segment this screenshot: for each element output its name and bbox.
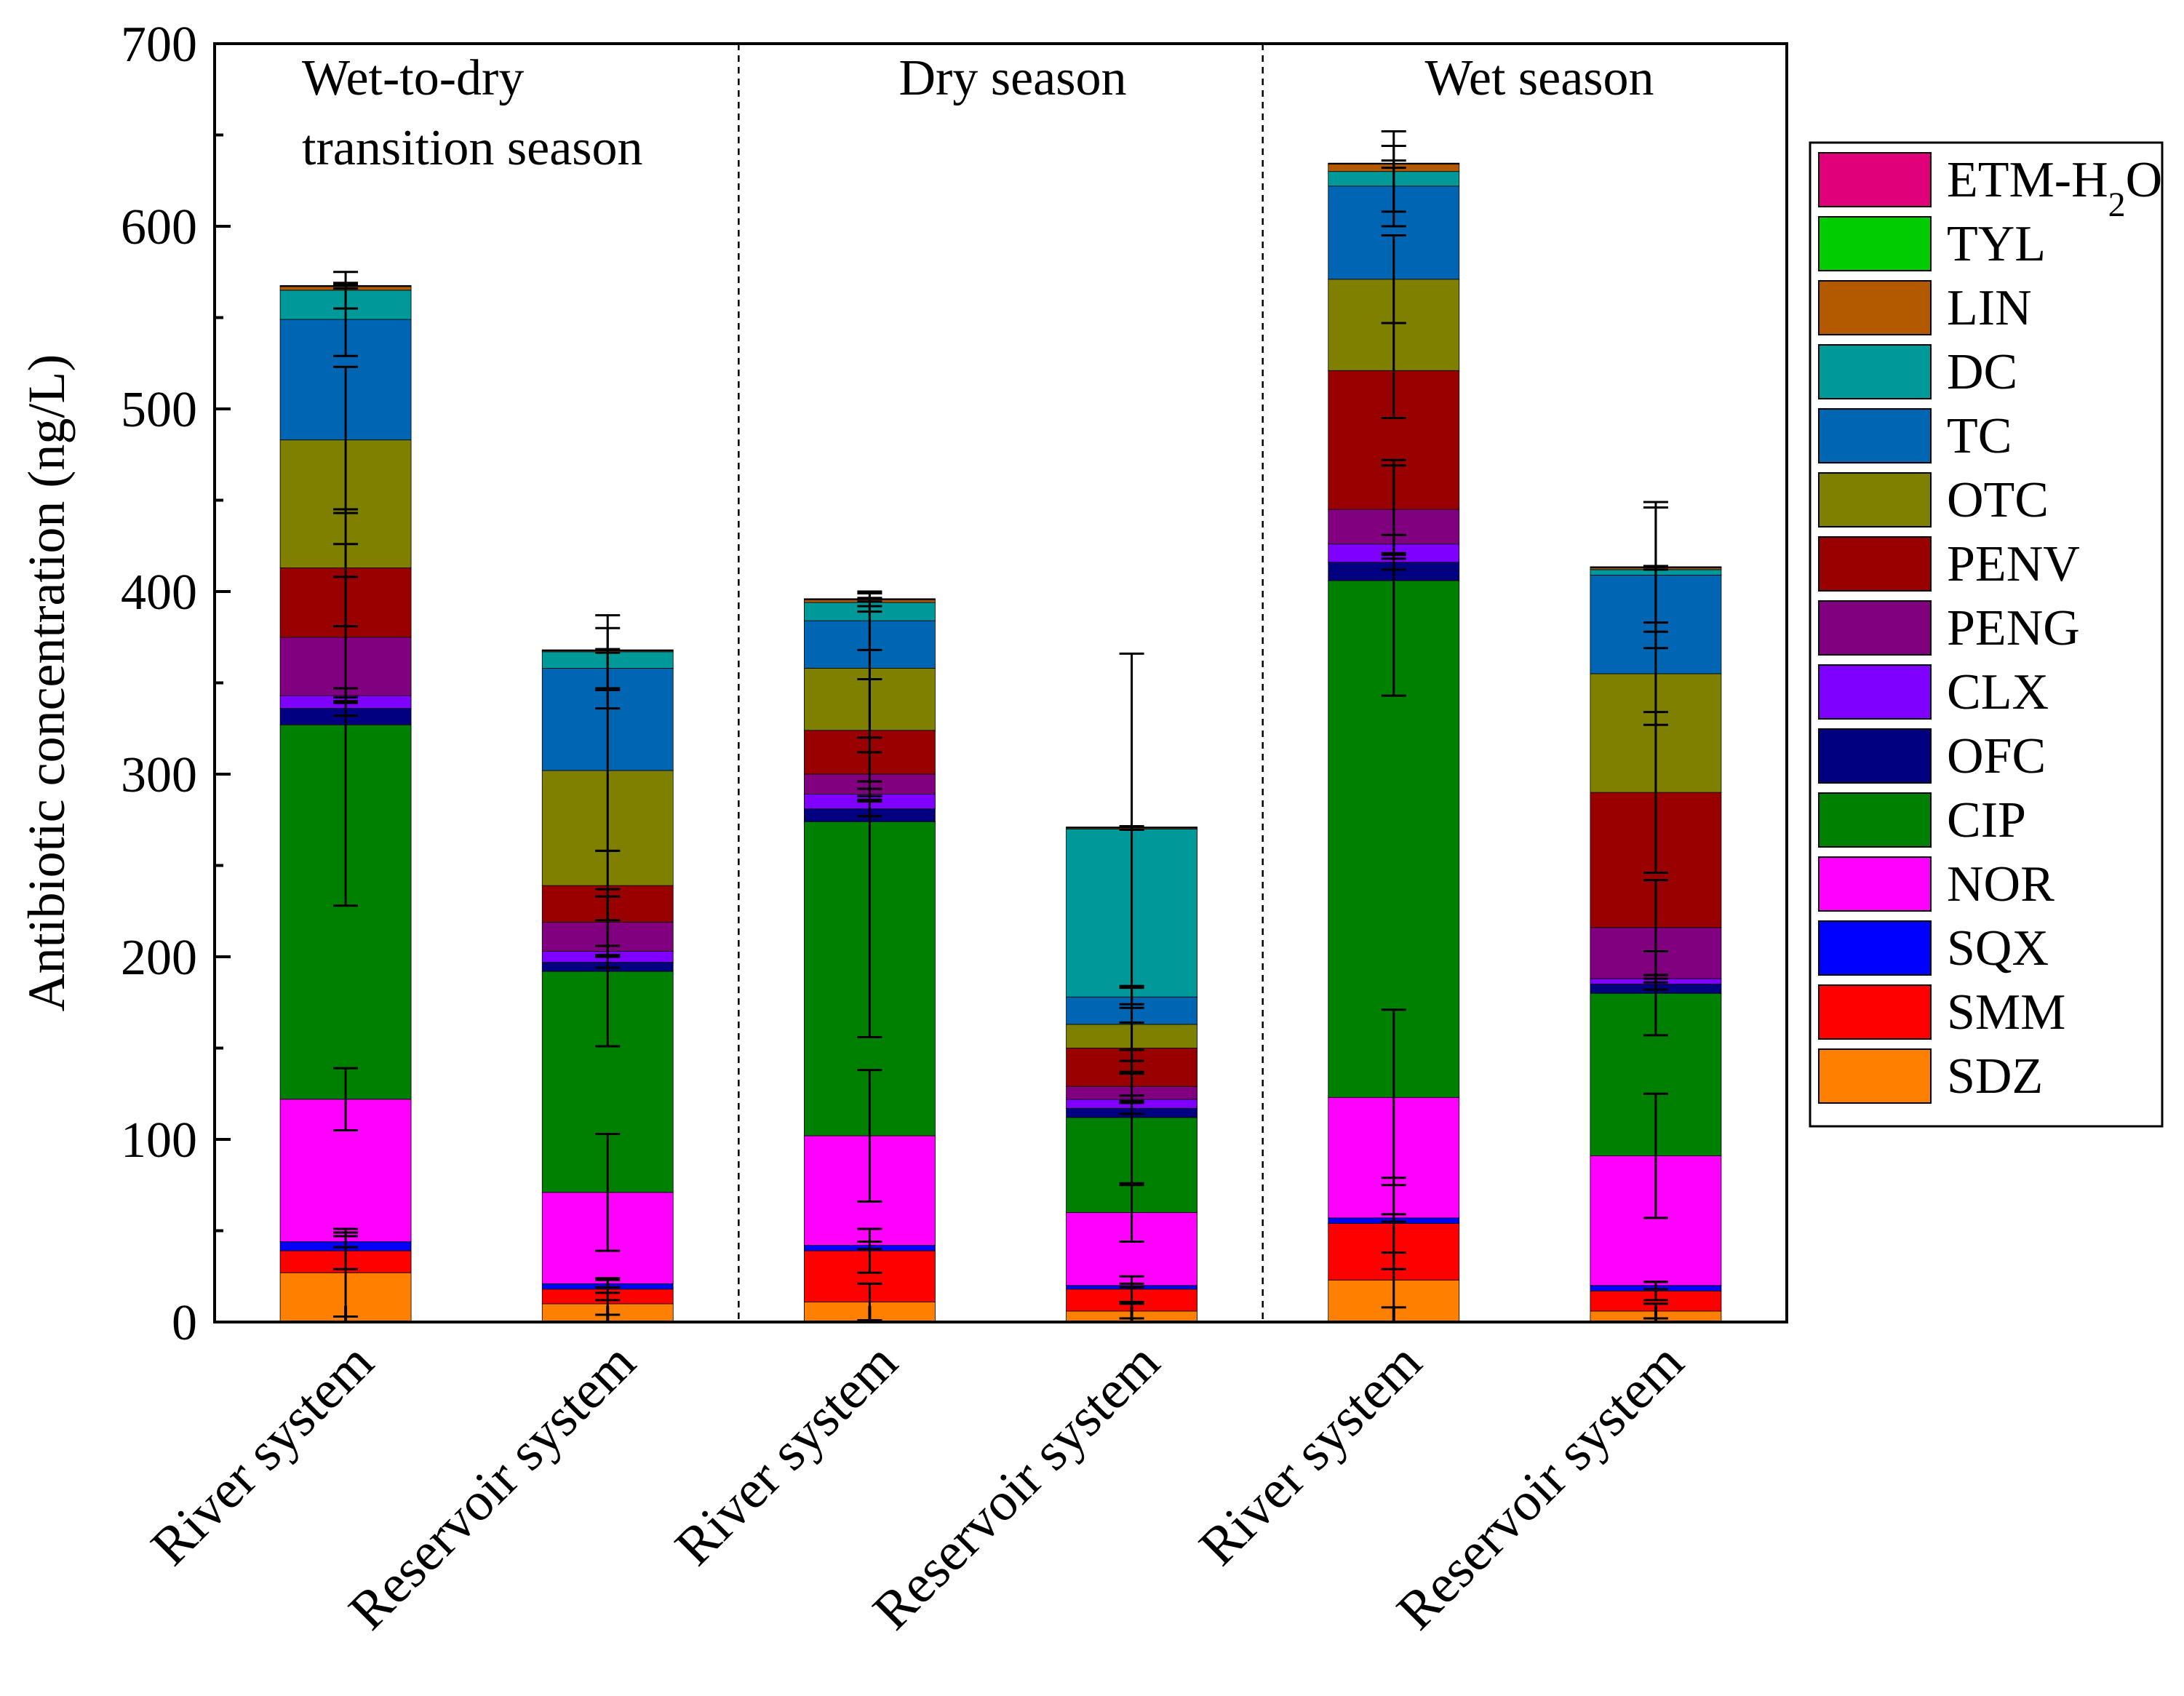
error-bar-sqx-0 [333, 1235, 359, 1249]
bars-group [279, 162, 1722, 1323]
legend-item-clx: CLX [1818, 664, 2049, 720]
y-tick-label: 300 [121, 747, 197, 803]
y-tick-label: 500 [121, 382, 197, 438]
legend-label: DC [1947, 344, 2017, 400]
x-tick-label: River system [1188, 1331, 1433, 1577]
legend-swatch [1818, 1048, 1932, 1104]
x-tick-label: Reservoir system [338, 1331, 647, 1641]
legend-item-nor: NOR [1818, 856, 2055, 912]
group-title-2-line-0: Wet season [1424, 50, 1654, 106]
legend-label: PENG [1947, 600, 2080, 656]
legend-item-penv: PENV [1818, 536, 2080, 592]
legend-item-tc: TC [1818, 408, 2012, 464]
legend-label: PENV [1947, 536, 2080, 592]
y-axis-label: Antibiotic concentration (ng/L) [17, 354, 76, 1012]
y-tick-label: 600 [121, 199, 197, 255]
error-bar-dc-4 [1381, 130, 1406, 213]
error-bar-peng-4 [1381, 458, 1406, 560]
error-bar-sqx-1 [595, 1278, 621, 1289]
error-bar-sqx-2 [857, 1241, 882, 1251]
y-tick-label: 100 [121, 1112, 197, 1169]
y-tick-label: 0 [172, 1295, 197, 1351]
legend-swatch [1818, 728, 1932, 784]
legend-label: NOR [1947, 856, 2055, 912]
error-bar-otc-0 [333, 365, 359, 514]
error-bar-smm-3 [1119, 1275, 1144, 1303]
legend-label-subscript: 2 [2108, 186, 2126, 224]
error-bar-nor-2 [857, 1069, 882, 1203]
error-bar-lin-4 [1381, 159, 1406, 170]
error-bar-lin-3 [1119, 825, 1144, 832]
legend-swatch [1818, 344, 1932, 399]
legend-label: SDZ [1947, 1048, 2043, 1104]
legend-swatch [1818, 984, 1932, 1040]
x-tick-label: River system [140, 1331, 385, 1577]
error-bar-nor-0 [333, 1067, 359, 1131]
legend-swatch [1818, 216, 1932, 271]
x-tick-label: River system [663, 1331, 909, 1577]
legend-label: LIN [1947, 280, 2032, 336]
legend: ETM-H2OTYLLINDCTCOTCPENVPENGCLXOFCCIPNOR… [1809, 141, 2164, 1128]
y-tick-label: 700 [121, 17, 197, 73]
legend-label: TYL [1947, 216, 2046, 272]
legend-item-ofc: OFC [1818, 728, 2046, 784]
x-tick-label: Reservoir system [1385, 1331, 1694, 1641]
error-bars-group [333, 130, 1668, 1321]
legend-label: SMM [1947, 984, 2065, 1040]
legend-swatch [1818, 472, 1932, 527]
legend-item-smm: SMM [1818, 984, 2065, 1040]
legend-label: OFC [1947, 728, 2046, 784]
legend-label: OTC [1947, 472, 2049, 528]
legend-swatch [1818, 856, 1932, 912]
legend-item-otc: OTC [1818, 472, 2049, 528]
legend-swatch [1818, 536, 1932, 592]
legend-label: TC [1947, 408, 2012, 464]
legend-item-peng: PENG [1818, 600, 2080, 656]
legend-label: CLX [1947, 664, 2049, 720]
error-bar-lin-1 [595, 648, 621, 654]
x-tick-label: Reservoir system [861, 1331, 1171, 1641]
error-bar-lin-0 [333, 283, 359, 290]
error-bar-lin-2 [857, 597, 882, 603]
error-bar-nor-4 [1381, 1008, 1406, 1187]
error-bar-nor-5 [1643, 1092, 1668, 1219]
error-bar-peng-5 [1643, 879, 1668, 976]
legend-item-tyl: TYL [1818, 216, 2046, 272]
legend-swatch [1818, 920, 1932, 976]
error-bar-ofc-2 [857, 800, 882, 818]
legend-item-sqx: SQX [1818, 920, 2049, 976]
error-bar-sqx-4 [1381, 1213, 1406, 1223]
legend-item-sdz: SDZ [1818, 1048, 2043, 1104]
error-bar-nor-1 [595, 1132, 621, 1252]
legend-item-cip: CIP [1818, 792, 2026, 848]
legend-swatch [1818, 664, 1932, 720]
y-tick-label: 400 [121, 565, 197, 621]
legend-swatch [1818, 152, 1932, 207]
legend-swatch [1818, 408, 1932, 463]
error-bar-otc-4 [1381, 234, 1406, 325]
plot-frame [213, 42, 1788, 1323]
legend-label: SQX [1947, 920, 2049, 976]
error-bar-sqx-5 [1643, 1281, 1668, 1291]
group-title-0-line-0: Wet-to-dry [302, 50, 524, 106]
legend-swatch [1818, 600, 1932, 656]
error-bar-lin-5 [1643, 565, 1668, 571]
y-tick-label: 200 [121, 930, 197, 986]
legend-swatch [1818, 792, 1932, 848]
legend-swatch [1818, 280, 1932, 335]
error-bar-smm-2 [857, 1227, 882, 1274]
error-bar-sqx-3 [1119, 1282, 1144, 1289]
group-title-1-line-0: Dry season [899, 50, 1127, 106]
y-axis: 0 100 200 300 400 500 600 700 [121, 17, 231, 1351]
legend-item-dc: DC [1818, 344, 2017, 400]
legend-item-lin: LIN [1818, 280, 2032, 336]
legend-label: CIP [1947, 792, 2026, 848]
group-title-0-line-1: transition season [302, 120, 643, 176]
error-bar-dc-0 [333, 271, 359, 310]
